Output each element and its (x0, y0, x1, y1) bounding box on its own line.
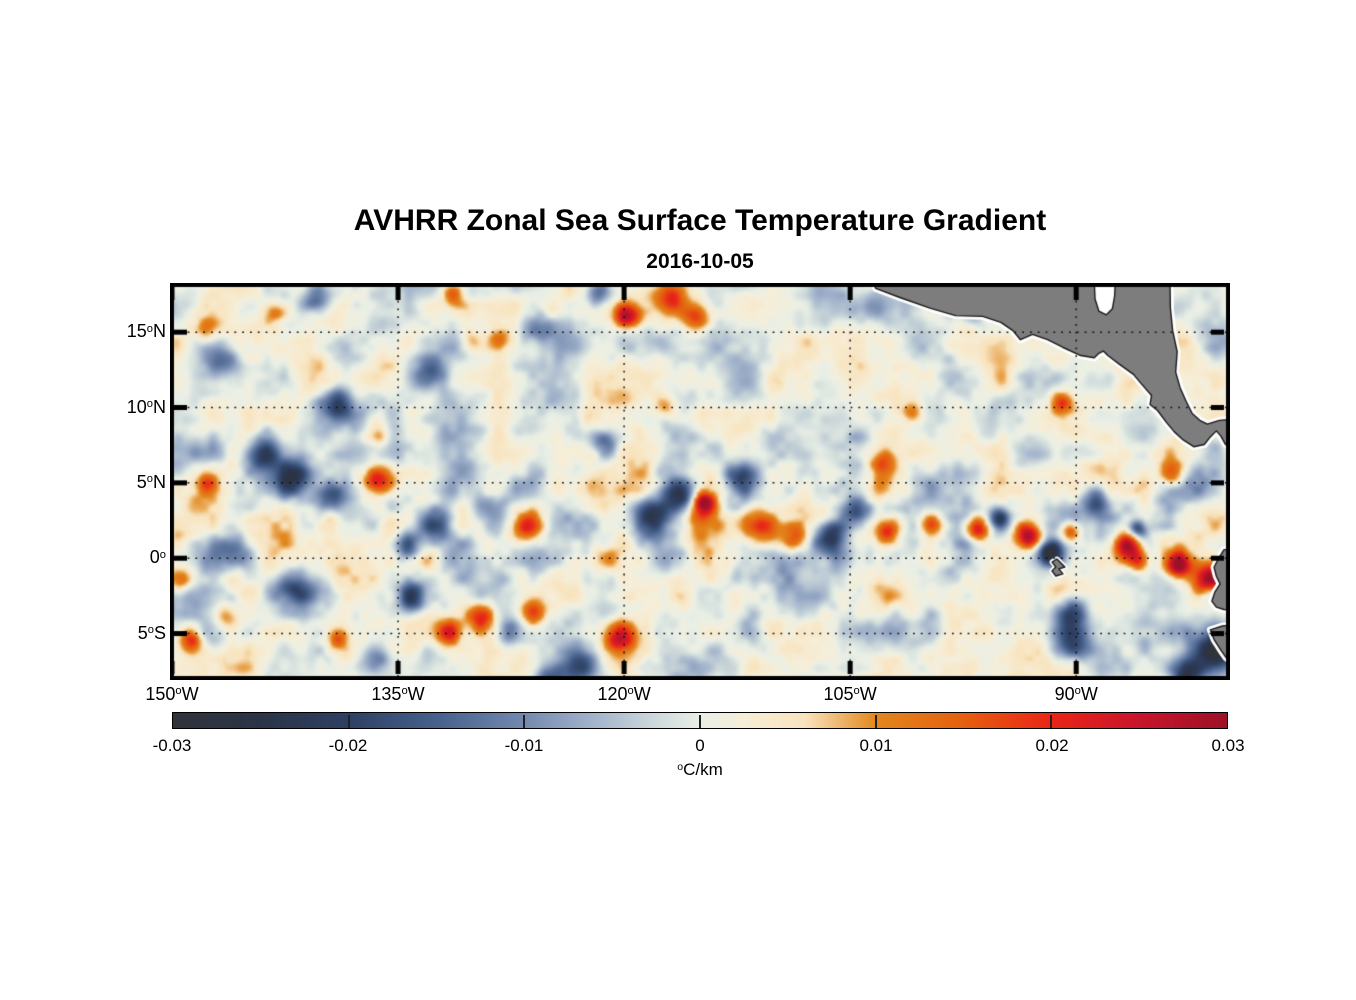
colorbar-tick-label: -0.03 (152, 736, 192, 755)
y-tick-label: 0o (149, 547, 166, 568)
colorbar-tick-label: -0.01 (504, 736, 544, 755)
colorbar-unit-label: oC/km (677, 760, 723, 779)
colorbar-tick-label: 0.01 (859, 736, 893, 755)
x-tick-label: 120oW (597, 684, 651, 704)
y-tick-label: 5oS (137, 622, 166, 643)
chart-title: AVHRR Zonal Sea Surface Temperature Grad… (353, 204, 1047, 237)
colorbar-tick-mark (1050, 715, 1053, 728)
colorbar-tick-label: 0 (695, 736, 705, 755)
colorbar-tick-mark (874, 715, 877, 728)
colorbar-tick-label: 0.03 (1211, 736, 1245, 755)
colorbar-tick-mark (347, 715, 350, 728)
colorbar-tick-mark (523, 715, 526, 728)
x-tick-label: 90oW (1054, 684, 1098, 704)
colorbar-tick-label: -0.02 (328, 736, 368, 755)
x-tick-label: 150oW (145, 684, 199, 704)
chart-date-subtitle: 2016-10-05 (646, 250, 754, 273)
y-tick-label: 5oN (136, 471, 166, 492)
colorbar-tick-label: 0.02 (1035, 736, 1069, 755)
y-tick-label: 10oN (126, 396, 166, 417)
colorbar-tick-mark (699, 715, 701, 728)
colorbar (172, 712, 1228, 729)
map-canvas (170, 283, 1230, 680)
y-tick-label: 15oN (126, 321, 166, 342)
x-tick-label: 135oW (371, 684, 425, 704)
x-tick-label: 105oW (823, 684, 877, 704)
